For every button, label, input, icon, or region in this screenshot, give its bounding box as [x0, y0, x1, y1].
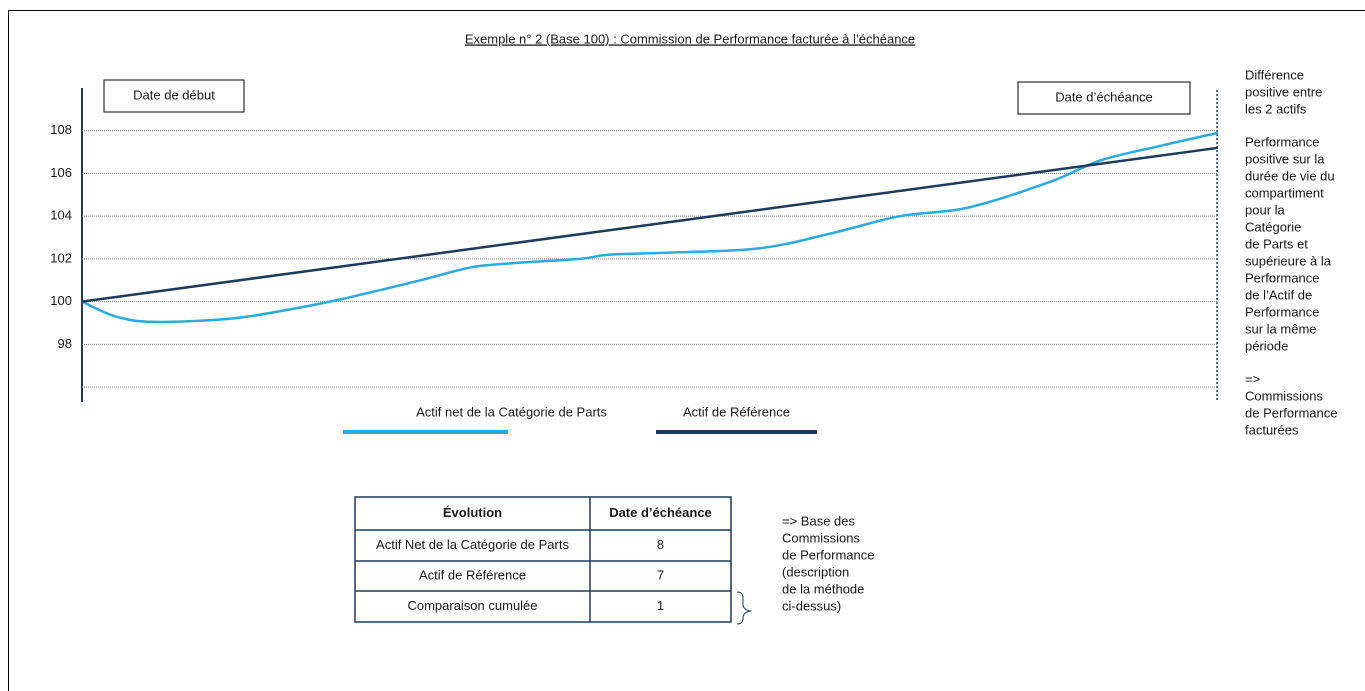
y-tick-label: 106	[50, 165, 72, 180]
legend-label: Actif de Référence	[683, 404, 790, 419]
note-line: Performance	[1245, 134, 1319, 149]
table-note-line: Commissions	[782, 530, 861, 545]
brace	[736, 591, 752, 625]
table-note-line: => Base des	[782, 513, 855, 528]
table-cell: Comparaison cumulée	[407, 598, 537, 613]
y-tick-label: 102	[50, 250, 72, 265]
series-line	[81, 131, 1219, 324]
note-line: =>	[1245, 371, 1260, 386]
note-line: Différence	[1245, 67, 1304, 82]
note-line: pour la	[1245, 202, 1286, 217]
table-note-line: (description	[782, 564, 849, 579]
table-note-line: de la méthode	[782, 581, 864, 596]
note-line: sur la même	[1245, 321, 1317, 336]
y-tick-label: 100	[50, 293, 72, 308]
table-header: Évolution	[443, 505, 502, 520]
table-cell: 8	[657, 537, 664, 552]
table-cell: 7	[657, 567, 664, 582]
note-line: durée de vie du	[1245, 168, 1335, 183]
y-tick-label: 104	[50, 208, 72, 223]
end-label: Date d’échéance	[1055, 89, 1153, 104]
table-cell: Actif Net de la Catégorie de Parts	[376, 537, 569, 552]
table-cell: 1	[657, 598, 664, 613]
y-tick-label: 108	[50, 122, 72, 137]
note-line: positive entre	[1245, 84, 1322, 99]
start-box	[103, 79, 245, 113]
legend-label: Actif net de la Catégorie de Parts	[416, 404, 607, 419]
table-header: Date d’échéance	[609, 505, 712, 520]
note-line: Performance	[1245, 270, 1319, 285]
note-line: les 2 actifs	[1245, 101, 1307, 116]
note-line: de Parts et	[1245, 236, 1308, 251]
note-line: période	[1245, 338, 1288, 353]
table-note-line: ci-dessus)	[782, 598, 841, 613]
note-line: positive sur la	[1245, 151, 1325, 166]
note-line: supérieure à la	[1245, 253, 1332, 268]
note-line: de Performance	[1245, 405, 1338, 420]
table-border	[354, 496, 732, 623]
note-line: Commissions	[1245, 388, 1324, 403]
note-line: facturées	[1245, 422, 1299, 437]
note-line: compartiment	[1245, 185, 1324, 200]
note-line: Catégorie	[1245, 219, 1301, 234]
table-note-line: de Performance	[782, 547, 875, 562]
series-line	[81, 146, 1219, 303]
y-tick-label: 98	[58, 336, 72, 351]
note-line: Performance	[1245, 304, 1319, 319]
start-label: Date de début	[133, 87, 215, 102]
note-line: de l’Actif de	[1245, 287, 1312, 302]
chart-title: Exemple n° 2 (Base 100) : Commission de …	[465, 31, 915, 46]
end-box	[1017, 81, 1191, 115]
table-cell: Actif de Référence	[419, 567, 526, 582]
frame	[8, 10, 1365, 691]
